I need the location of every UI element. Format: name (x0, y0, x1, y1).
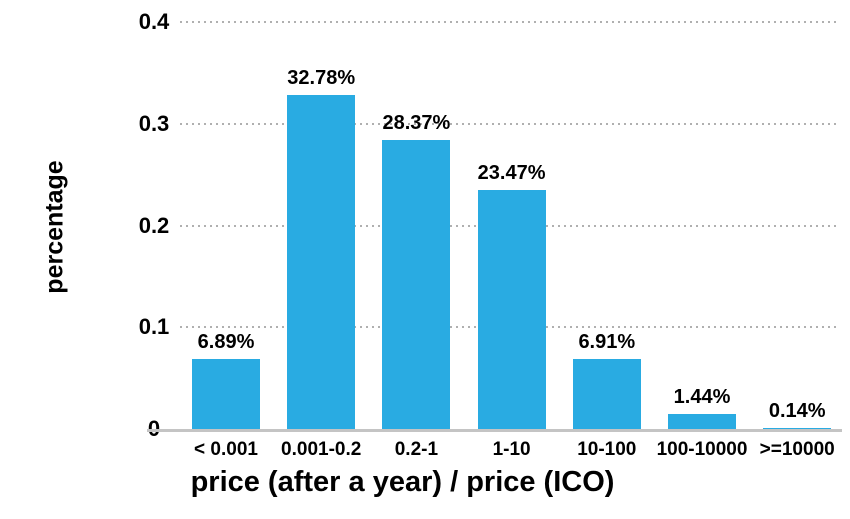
x-tick-label: 10-100 (577, 439, 637, 460)
x-tick-label: 100-10000 (656, 439, 748, 460)
y-tick-label: 0 (109, 416, 199, 442)
bar-0.001-0.2 (287, 95, 356, 429)
bar-value-label: 32.78% (287, 67, 356, 90)
bar-< 0.001 (192, 358, 260, 429)
y-tick-label: 0.3 (138, 110, 170, 136)
x-tick-label: 1-10 (492, 439, 531, 460)
y-tick-label: 0.1 (138, 314, 170, 340)
x-axis-title: price (after a year) / price (ICO) (190, 466, 615, 498)
bar-value-label: 28.37% (382, 112, 451, 135)
x-axis-line (147, 429, 842, 432)
bar-100-10000 (668, 414, 736, 429)
x-tick-label: 0.2-1 (394, 439, 439, 460)
y-tick-label: 0.4 (138, 9, 170, 34)
gridline-0.3 (180, 122, 840, 125)
x-tick-label: 0.001-0.2 (281, 439, 362, 460)
bar-1-10 (477, 190, 546, 429)
bar->=10000 (763, 427, 832, 429)
bar-10-100 (572, 358, 641, 429)
bar-value-label: 0.14% (768, 399, 826, 422)
x-tick-label: >=10000 (759, 439, 835, 460)
bar-value-label: 6.91% (578, 330, 636, 353)
bar-0.2-1 (382, 140, 451, 429)
x-tick-label: < 0.001 (194, 439, 258, 460)
bar-value-label: 23.47% (477, 162, 546, 185)
bar-value-label: 1.44% (673, 386, 731, 409)
gridline-0.4 (180, 21, 840, 23)
y-tick-label: 0.2 (138, 212, 170, 238)
bar-value-label: 6.89% (197, 330, 255, 353)
